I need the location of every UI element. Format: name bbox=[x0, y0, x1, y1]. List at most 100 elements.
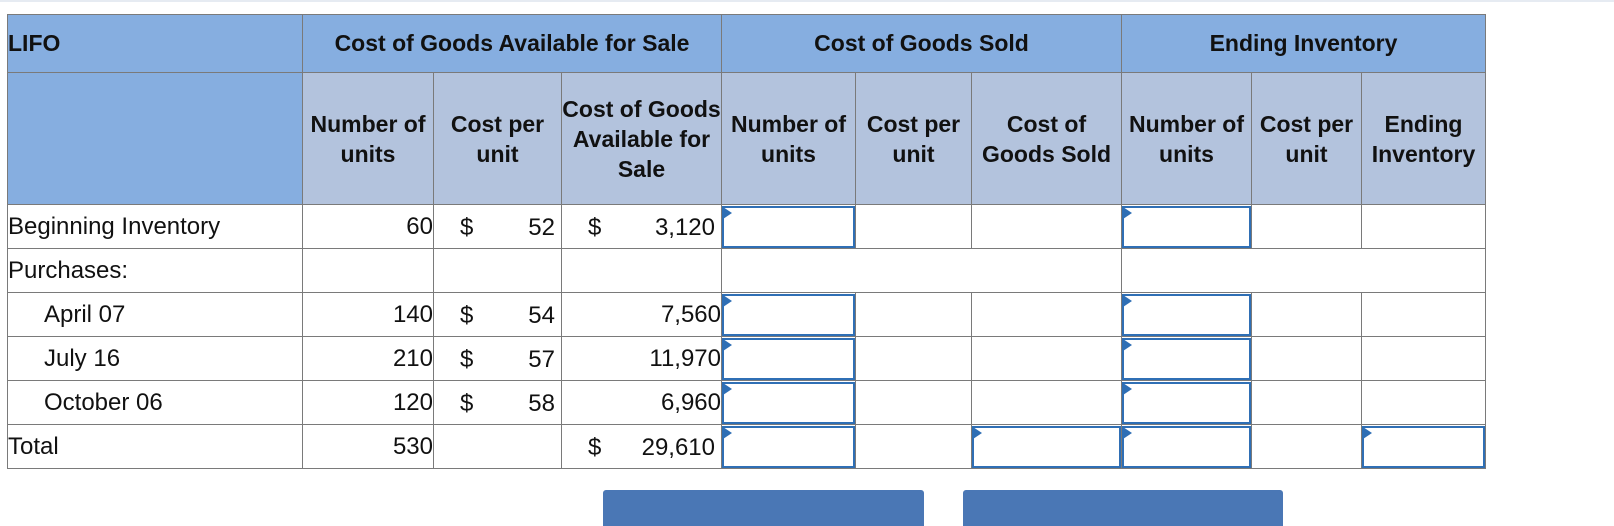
subheader-available-units: Number of units bbox=[302, 72, 434, 205]
dollar-sign: $ bbox=[460, 302, 474, 329]
subheader-ending-units: Number of units bbox=[1121, 72, 1252, 205]
units-cell: 120 bbox=[302, 380, 434, 425]
table-row: Purchases: bbox=[7, 248, 1486, 293]
ending-total-cell bbox=[1361, 204, 1486, 249]
subheader-available-cost: Cost per unit bbox=[433, 72, 562, 205]
subheader-sold-units: Number of units bbox=[721, 72, 856, 205]
row-label: Total bbox=[7, 424, 303, 469]
cost-cell: $57 bbox=[433, 336, 562, 381]
cost-cell: $58 bbox=[433, 380, 562, 425]
lifo-label: LIFO bbox=[7, 14, 303, 73]
cost-value: 58 bbox=[528, 390, 555, 417]
ending-units-input[interactable] bbox=[1122, 293, 1251, 336]
input-flag-icon bbox=[723, 294, 732, 307]
sold-units-total-input[interactable] bbox=[722, 425, 855, 468]
table-row: April 07 140 $54 7,560 bbox=[7, 292, 1486, 337]
ending-cost-cell bbox=[1251, 380, 1362, 425]
ending-cost-cell bbox=[1251, 292, 1362, 337]
ending-total-cell bbox=[1361, 380, 1486, 425]
table-row: October 06 120 $58 6,960 bbox=[7, 380, 1486, 425]
cost-cell bbox=[433, 424, 562, 469]
dollar-sign: $ bbox=[460, 390, 474, 417]
input-flag-icon bbox=[723, 206, 732, 219]
ending-total-cell bbox=[1361, 336, 1486, 381]
ending-total-input[interactable] bbox=[1362, 425, 1485, 468]
total-value: 3,120 bbox=[654, 214, 715, 241]
table-row: July 16 210 $57 11,970 bbox=[7, 336, 1486, 381]
group-header-ending: Ending Inventory bbox=[1121, 14, 1486, 73]
dollar-sign: $ bbox=[588, 434, 602, 461]
ending-units-input[interactable] bbox=[1122, 381, 1251, 424]
subheader-ending-total: Ending Inventory bbox=[1361, 72, 1486, 205]
subheader-sold-cost: Cost per unit bbox=[855, 72, 972, 205]
sold-units-input[interactable] bbox=[722, 381, 855, 424]
ending-units-total-input[interactable] bbox=[1122, 425, 1251, 468]
total-row: Total 530 $29,610 bbox=[7, 424, 1486, 469]
row-label: October 06 bbox=[7, 380, 303, 425]
cost-value: 57 bbox=[528, 346, 555, 373]
sold-cost-cell bbox=[855, 380, 972, 425]
cost-value: 54 bbox=[528, 302, 555, 329]
ending-units-input[interactable] bbox=[1122, 337, 1251, 380]
total-cell: 6,960 bbox=[561, 380, 722, 425]
input-flag-icon bbox=[1123, 294, 1132, 307]
input-flag-icon bbox=[1123, 426, 1132, 439]
sold-total-input[interactable] bbox=[972, 425, 1121, 468]
input-flag-icon bbox=[1123, 382, 1132, 395]
cost-cell: $54 bbox=[433, 292, 562, 337]
next-button[interactable] bbox=[963, 490, 1283, 526]
ending-cost-cell bbox=[1251, 336, 1362, 381]
input-flag-icon bbox=[723, 426, 732, 439]
sold-total-cell bbox=[971, 204, 1122, 249]
input-flag-icon bbox=[973, 426, 982, 439]
prev-button[interactable] bbox=[603, 490, 924, 526]
group-header-sold: Cost of Goods Sold bbox=[721, 14, 1122, 73]
sold-units-input[interactable] bbox=[722, 205, 855, 248]
total-cell bbox=[561, 248, 722, 293]
units-cell: 210 bbox=[302, 336, 434, 381]
units-cell: 60 bbox=[302, 204, 434, 249]
input-flag-icon bbox=[1363, 426, 1372, 439]
subheader-blank bbox=[7, 72, 303, 205]
input-flag-icon bbox=[723, 338, 732, 351]
subheader-sold-total: Cost of Goods Sold bbox=[971, 72, 1122, 205]
dollar-sign: $ bbox=[460, 346, 474, 373]
sold-units-input[interactable] bbox=[722, 293, 855, 336]
dollar-sign: $ bbox=[460, 214, 474, 241]
top-divider bbox=[0, 0, 1614, 2]
lifo-table: LIFO Cost of Goods Available for Sale Co… bbox=[7, 14, 1486, 469]
units-cell bbox=[302, 248, 434, 293]
row-label: April 07 bbox=[7, 292, 303, 337]
ending-total-cell bbox=[1361, 292, 1486, 337]
sold-cost-cell bbox=[855, 292, 972, 337]
input-flag-icon bbox=[1123, 338, 1132, 351]
sold-total-cell bbox=[971, 380, 1122, 425]
units-cell: 140 bbox=[302, 292, 434, 337]
ending-units-input[interactable] bbox=[1122, 205, 1251, 248]
subheader-ending-cost: Cost per unit bbox=[1251, 72, 1362, 205]
cost-value: 52 bbox=[528, 214, 555, 241]
total-cell: $3,120 bbox=[561, 204, 722, 249]
input-flag-icon bbox=[723, 382, 732, 395]
subheader-available-total: Cost of Goods Available for Sale bbox=[561, 72, 722, 205]
row-label: Beginning Inventory bbox=[7, 204, 303, 249]
table-row: Beginning Inventory 60 $52 $3,120 bbox=[7, 204, 1486, 249]
sold-total-cell bbox=[971, 336, 1122, 381]
sold-total-cell bbox=[971, 292, 1122, 337]
total-cell: 7,560 bbox=[561, 292, 722, 337]
total-value: 29,610 bbox=[641, 434, 715, 461]
dollar-sign: $ bbox=[588, 214, 602, 241]
row-label: Purchases: bbox=[7, 248, 303, 293]
ending-cost-cell bbox=[1251, 424, 1362, 469]
total-cell: $29,610 bbox=[561, 424, 722, 469]
sold-cost-cell bbox=[855, 424, 972, 469]
ending-cost-cell bbox=[1251, 204, 1362, 249]
units-cell: 530 bbox=[302, 424, 434, 469]
input-flag-icon bbox=[1123, 206, 1132, 219]
sold-cost-cell bbox=[855, 336, 972, 381]
cost-cell: $52 bbox=[433, 204, 562, 249]
sold-blank-cell bbox=[721, 248, 1122, 293]
ending-blank-cell bbox=[1121, 248, 1486, 293]
sold-units-input[interactable] bbox=[722, 337, 855, 380]
row-label: July 16 bbox=[7, 336, 303, 381]
